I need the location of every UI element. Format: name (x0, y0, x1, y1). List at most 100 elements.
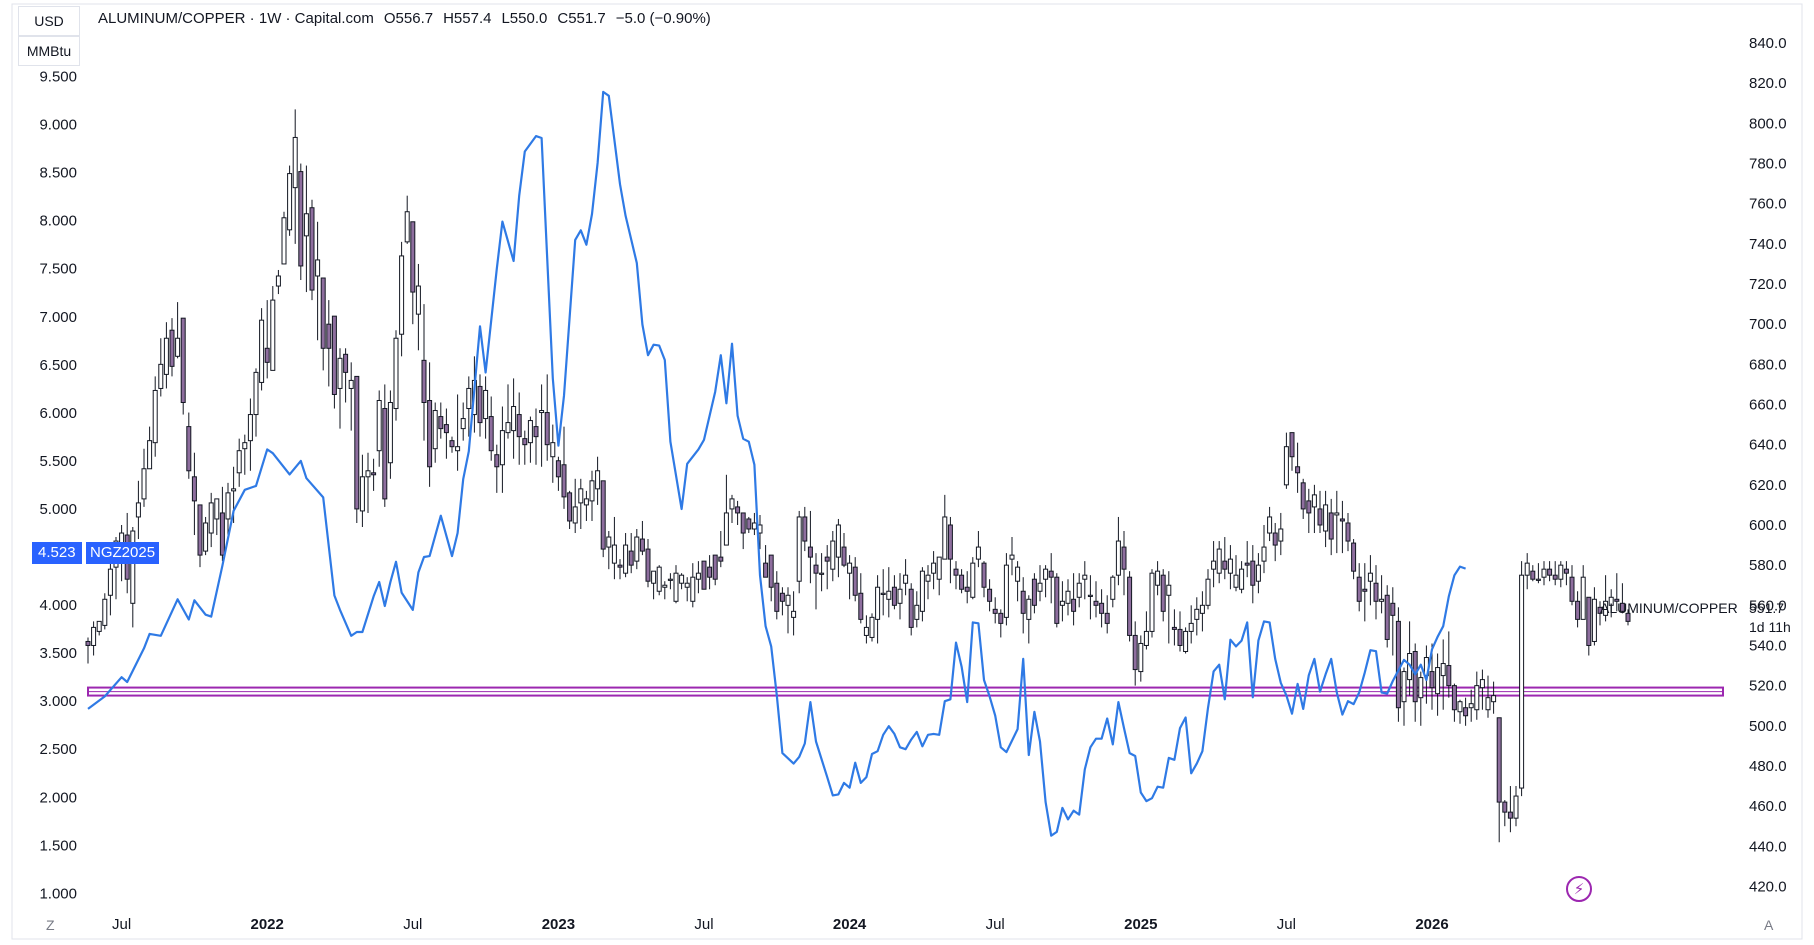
candle-body-up (925, 574, 931, 582)
candle-body-down (488, 416, 494, 452)
candle (791, 591, 797, 636)
time-axis[interactable]: Jul 2022 Jul 2023 Jul 2024 Jul 2025 Jul 2026 (112, 916, 1449, 933)
candle (1255, 553, 1261, 594)
candle (320, 277, 326, 371)
candle-body-up (1440, 663, 1446, 677)
right-price-axis[interactable]: 840.0 820.0 800.0 780.0 760.0 740.0 720.0 700.0… (1749, 35, 1787, 895)
candle (1003, 553, 1009, 626)
candle-body-up (135, 502, 141, 518)
candle-body-down (197, 504, 203, 556)
candle (1093, 581, 1099, 618)
candle-body-down (477, 385, 483, 424)
candle (236, 438, 242, 487)
candle-body-up (623, 544, 629, 574)
candle (690, 563, 696, 608)
candle-body-up (1138, 642, 1144, 673)
candle (309, 199, 315, 301)
candle (410, 221, 416, 325)
candle (959, 569, 965, 594)
candle-body-up (903, 574, 909, 584)
candle (1401, 667, 1407, 726)
candle-body-up (796, 516, 802, 582)
unit-label-currency[interactable]: USD (18, 6, 80, 36)
candle-body-up (1267, 516, 1273, 534)
candle-body-down (1104, 612, 1110, 624)
candle-body-up (1037, 582, 1043, 592)
candle (1328, 498, 1334, 556)
candle (639, 520, 645, 556)
candle (315, 221, 321, 341)
candle-body-up (611, 544, 617, 564)
candle (735, 500, 741, 525)
candle (1591, 587, 1597, 646)
candle-body-up (393, 337, 399, 410)
candle-body-up (1183, 630, 1189, 652)
candle (1205, 569, 1211, 610)
candle (1289, 432, 1295, 471)
candle (382, 384, 388, 507)
candle (880, 569, 886, 616)
timezone-button[interactable]: Z (46, 917, 55, 933)
ng-line-path (87, 90, 1466, 837)
candle-body-up (259, 319, 265, 383)
candle (617, 559, 623, 580)
candle-body-down (191, 476, 197, 502)
candle (1054, 573, 1060, 628)
candle (1278, 512, 1284, 556)
candle (1222, 537, 1228, 580)
right-tick-label: 640.0 (1749, 437, 1787, 454)
unit-label-measure[interactable]: MMBtu (18, 36, 80, 66)
candle (847, 555, 853, 600)
lightning-icon[interactable]: ⚡ (1566, 876, 1592, 902)
candle (561, 426, 567, 509)
candle (555, 456, 561, 491)
candle-body-up (1401, 671, 1407, 703)
candle-body-up (1608, 596, 1614, 606)
candle (208, 492, 214, 548)
candle (1267, 506, 1273, 542)
candle-body-up (1367, 572, 1373, 582)
candle-body-down (522, 438, 528, 446)
candle (1513, 786, 1519, 827)
candle (180, 317, 186, 415)
candle-body-up (247, 414, 253, 442)
candle-body-up (819, 572, 825, 575)
candle-body-down (1429, 671, 1435, 689)
left-tick-label: 4.000 (39, 597, 77, 614)
candle (264, 300, 270, 379)
auto-scale-button[interactable]: A (1764, 917, 1774, 933)
candle-body-down (645, 548, 651, 582)
candle (723, 474, 729, 546)
candle (802, 506, 808, 552)
candle (830, 531, 836, 582)
candle-body-down (998, 612, 1004, 624)
candle (1138, 635, 1144, 682)
candle-body-up (1026, 598, 1032, 620)
candle-body-down (802, 516, 808, 542)
candle-body-down (639, 538, 645, 552)
candle-body-down (343, 353, 349, 373)
candle-body-down (1300, 482, 1306, 510)
candle-body-down (1569, 576, 1575, 602)
candle (1608, 589, 1614, 618)
candle-body-down (1412, 650, 1418, 703)
candle-body-up (1239, 568, 1245, 590)
candle (656, 565, 662, 596)
candle-body-down (1463, 707, 1469, 717)
candle-body-up (1059, 600, 1065, 606)
candle-body-up (1283, 446, 1289, 486)
candle (1015, 561, 1021, 602)
candle-body-down (1507, 811, 1513, 819)
candle-body-up (1261, 546, 1267, 562)
legend-symbol[interactable]: ALUMINUM/COPPER · 1W · Capital.com (98, 10, 374, 27)
candle-body-down (947, 524, 953, 560)
candle-body-down (331, 315, 337, 395)
candle (908, 583, 914, 636)
candle (376, 390, 382, 467)
candle (281, 211, 287, 265)
candle (1575, 591, 1581, 628)
candle (684, 577, 690, 602)
candle (1412, 643, 1418, 722)
candle-body-up (1457, 701, 1463, 713)
